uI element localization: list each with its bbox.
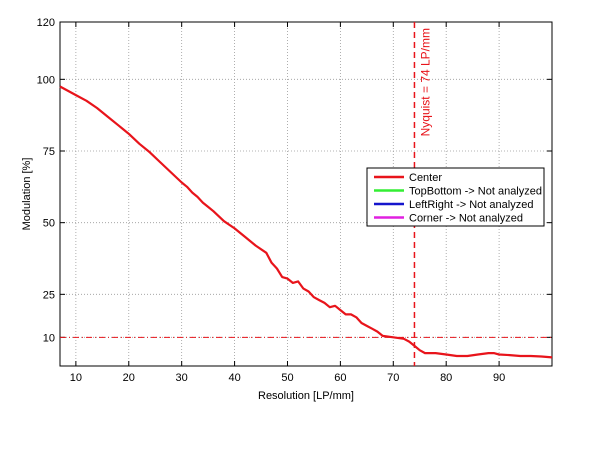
x-tick-label: 20 (123, 372, 135, 384)
x-tick-label: 10 (70, 372, 82, 384)
x-tick-label: 50 (281, 372, 293, 384)
legend-label: LeftRight -> Not analyzed (409, 199, 533, 211)
legend-label: Center (409, 172, 442, 184)
y-tick-label: 25 (43, 289, 55, 301)
y-tick-label: 100 (37, 74, 55, 86)
legend-label: Corner -> Not analyzed (409, 213, 523, 225)
x-tick-label: 70 (387, 372, 399, 384)
y-tick-label: 75 (43, 146, 55, 158)
x-tick-label: 40 (228, 372, 240, 384)
nyquist-label: Nyquist = 74 LP/mm (418, 28, 432, 136)
x-tick-label: 80 (440, 372, 452, 384)
y-tick-label: 10 (43, 332, 55, 344)
y-axis-label: Modulation [%] (21, 158, 33, 231)
y-tick-label: 120 (37, 17, 55, 29)
legend-label: TopBottom -> Not analyzed (409, 186, 542, 198)
x-axis-label: Resolution [LP/mm] (258, 390, 354, 402)
series-line-center (59, 85, 553, 359)
x-tick-label: 90 (493, 372, 505, 384)
x-tick-label: 30 (176, 372, 188, 384)
x-tick-label: 60 (334, 372, 346, 384)
y-tick-label: 50 (43, 218, 55, 230)
axes-frame (59, 21, 553, 367)
